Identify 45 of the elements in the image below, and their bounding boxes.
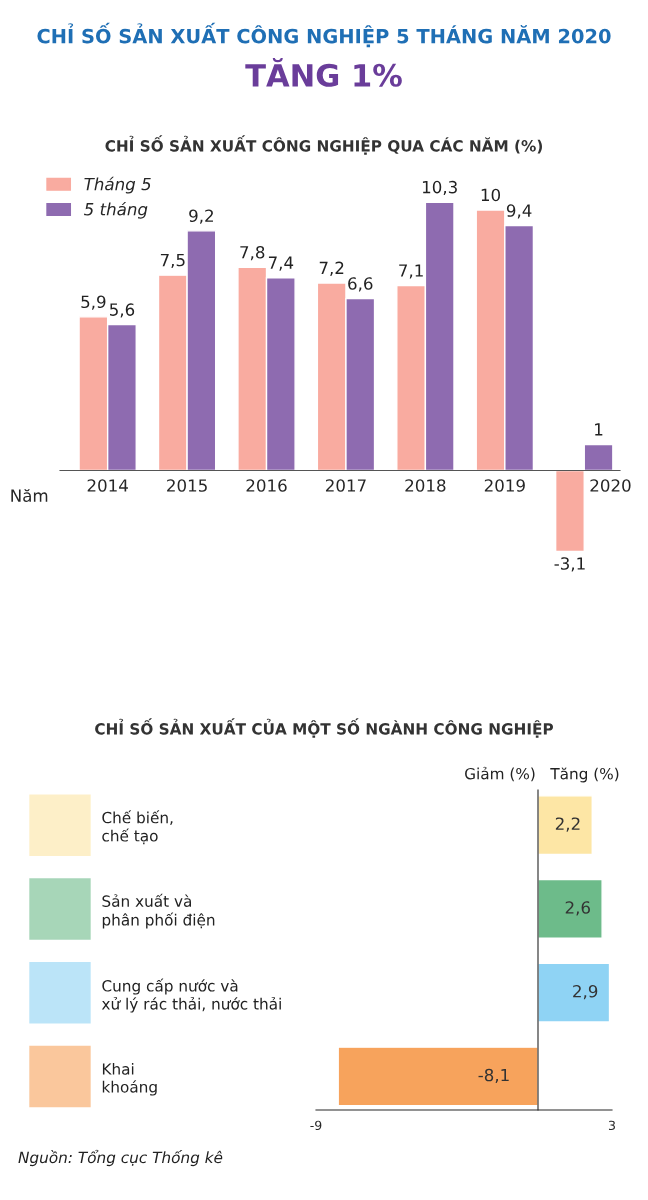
x-tick-label: 2019: [484, 479, 525, 492]
data-label: 2,2: [555, 817, 580, 832]
y-tick-label: Chế biến, chế tạo: [102, 810, 173, 845]
data-label: 10: [481, 188, 501, 202]
legend-label: 5 tháng: [84, 201, 148, 219]
bar: [337, 1046, 539, 1107]
x-axis-title: Năm: [11, 488, 48, 502]
y-tick-label: Cung cấp nước và xử lý rác thải, nước thải: [101, 978, 281, 1013]
x-tick-label: 2015: [167, 479, 207, 492]
y-tick-label: Sản xuất và phân phối điện: [102, 893, 215, 929]
data-label: 6,6: [348, 277, 373, 292]
data-label: -8,1: [478, 1068, 509, 1084]
bar: [537, 795, 593, 856]
x-tick-label: 3: [608, 1120, 615, 1131]
data-label: 7,5: [160, 253, 185, 269]
data-label: 5,9: [81, 295, 106, 310]
chart-subtitle: TĂNG 1%: [245, 57, 402, 87]
data-label: 10,3: [422, 180, 457, 196]
y-tick-label: Khai khoáng: [102, 1062, 157, 1096]
data-label: 9,2: [189, 209, 213, 224]
data-label: 7,4: [268, 256, 294, 271]
text: Nguồn: Tổng cục Thống kê: [18, 1149, 223, 1167]
data-label: 2,9: [573, 984, 598, 1000]
chart-title: CHỈ SỐ SẢN XUẤT CỦA MỘT SỐ NGÀNH CÔNG NGHIỆP: [95, 718, 554, 738]
x-tick-label: 2020: [590, 479, 631, 492]
x-tick-label: -9: [310, 1120, 322, 1131]
chart-title: CHỈ SỐ SẢN XUẤT CÔNG NGHIỆP 5 THÁNG NĂM 2020: [37, 22, 611, 48]
data-label: 9,4: [506, 204, 532, 219]
data-label: -3,1: [554, 557, 585, 572]
text: Giảm (%): [465, 766, 535, 782]
data-label: 2,6: [565, 901, 590, 916]
data-label: 7,1: [399, 264, 423, 279]
x-tick-label: 2017: [325, 479, 366, 492]
data-label: 7,8: [240, 245, 265, 261]
x-tick-label: 2016: [246, 479, 287, 492]
x-tick-label: 2018: [405, 479, 446, 492]
data-label: 5,6: [109, 303, 135, 318]
data-label: 1: [595, 423, 603, 436]
text: Tăng (%): [550, 767, 619, 783]
text: CHỈ SỐ SẢN XUẤT CÔNG NGHIỆP QUA CÁC NĂM (%): [105, 135, 542, 155]
legend-label: Tháng 5: [84, 176, 151, 194]
data-label: 7,2: [319, 261, 344, 276]
bar: [537, 962, 611, 1023]
x-tick-label: 2014: [87, 479, 128, 492]
bar: [537, 878, 603, 939]
